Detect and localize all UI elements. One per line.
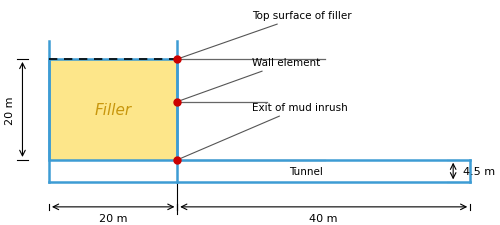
Text: Filler: Filler (94, 102, 132, 117)
Text: Wall element: Wall element (180, 58, 320, 101)
Bar (49, 60, 178, 160)
Text: Exit of mud inrush: Exit of mud inrush (180, 103, 348, 159)
Text: 20 m: 20 m (99, 213, 128, 223)
Text: Tunnel: Tunnel (288, 166, 322, 176)
Text: 20 m: 20 m (6, 96, 16, 124)
Text: 40 m: 40 m (310, 213, 338, 223)
Text: 4.5 m: 4.5 m (463, 166, 495, 176)
Text: Top surface of filler: Top surface of filler (180, 11, 352, 59)
